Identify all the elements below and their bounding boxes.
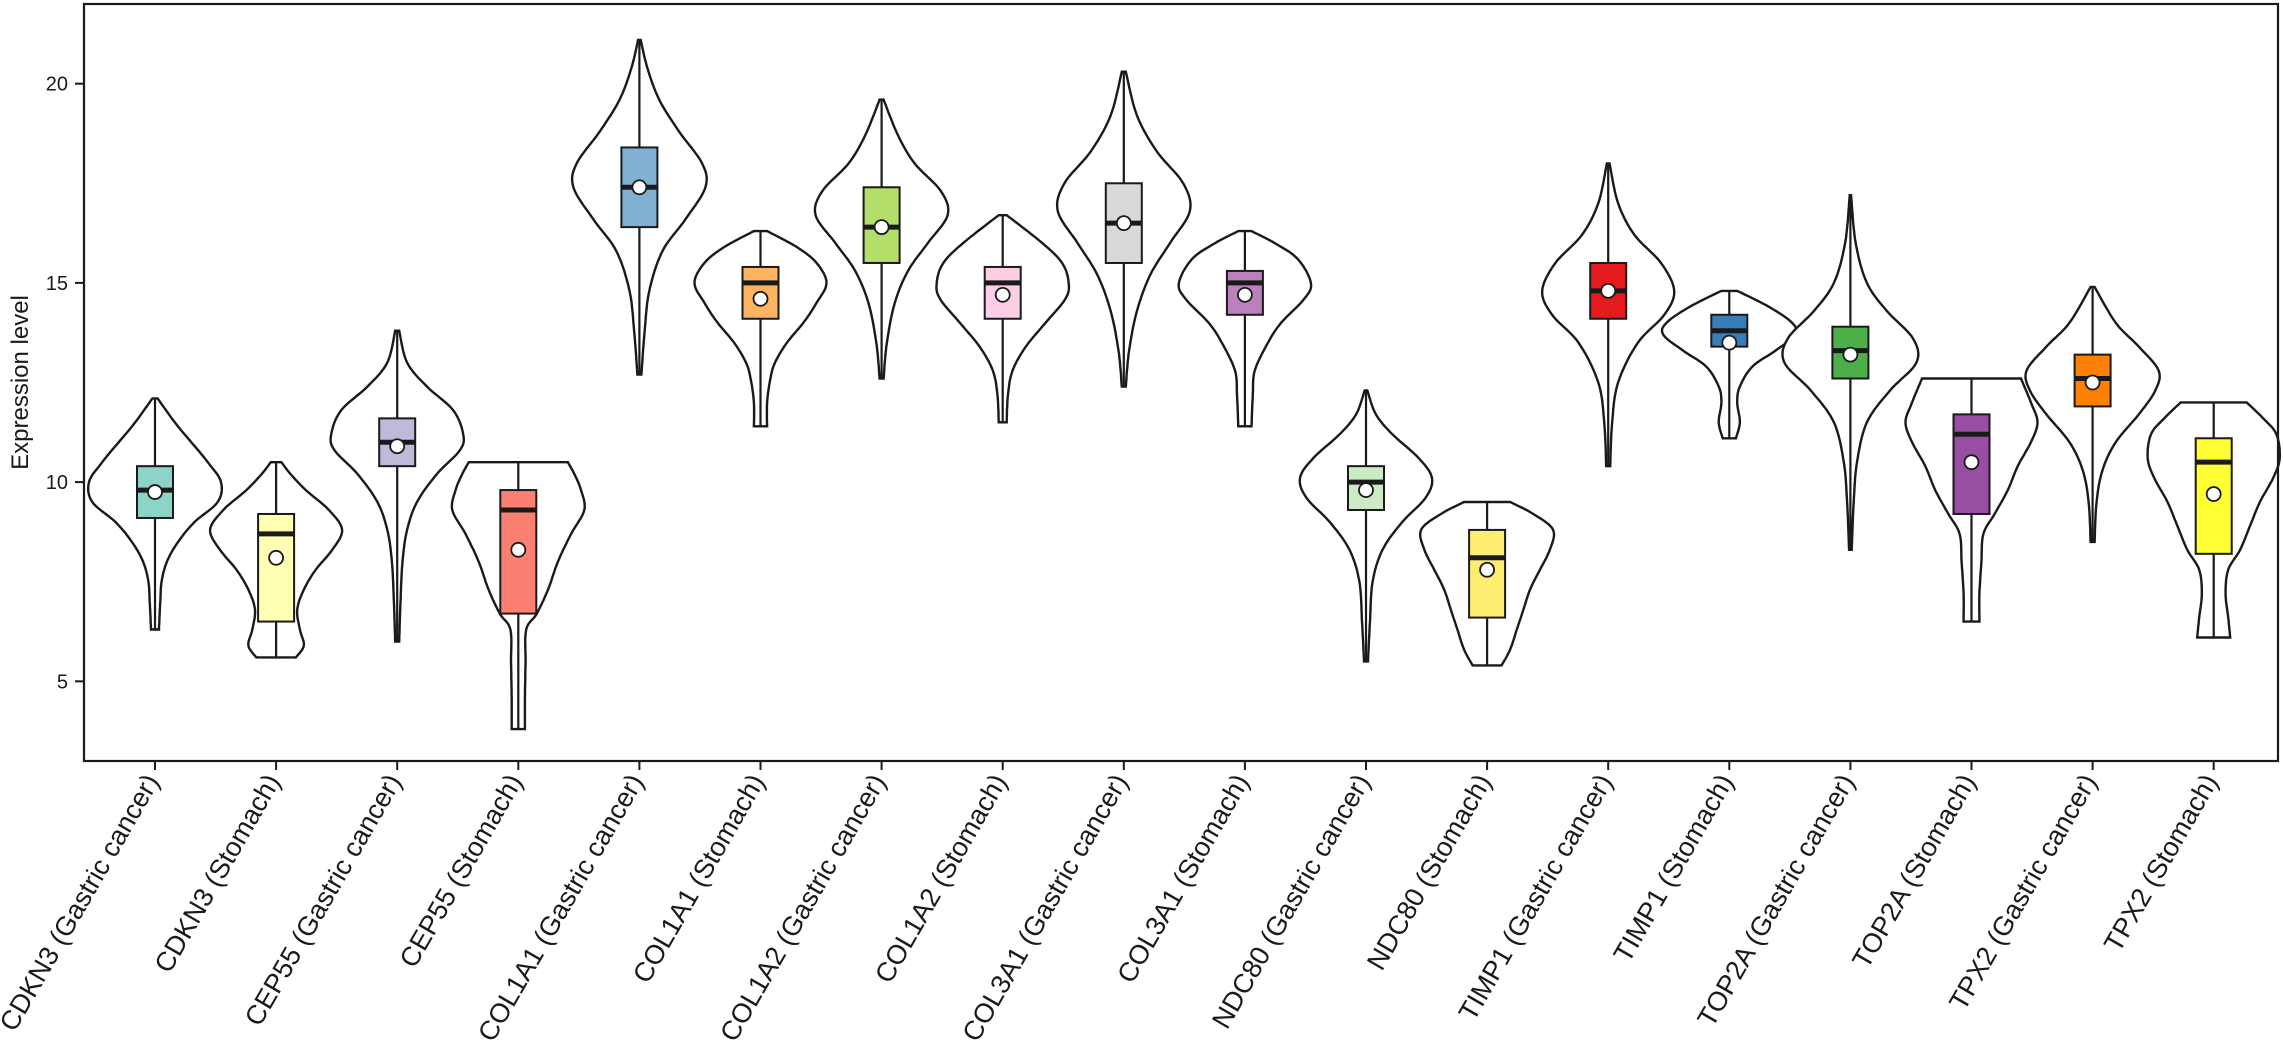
x-tick-label: CDKN3 (Stomach): [149, 769, 287, 978]
violin-group: [1541, 162, 1676, 468]
mean-point: [2084, 374, 2101, 391]
violin-group: [1419, 500, 1556, 667]
x-tick-label: TPX2 (Stomach): [2098, 769, 2224, 957]
violin-group: [1055, 70, 1192, 388]
violin-group: [329, 329, 465, 643]
mean-point: [1963, 454, 1980, 471]
mean-point: [1600, 282, 1617, 299]
x-tick-label: COL1A2 (Stomach): [869, 769, 1013, 988]
mean-point: [1721, 334, 1738, 351]
violin-group: [813, 98, 950, 380]
y-tick-label: 10: [46, 472, 68, 494]
mean-point: [873, 219, 890, 236]
violin-group: [693, 229, 828, 428]
x-tick-label: TIMP1 (Stomach): [1608, 769, 1740, 967]
violin-group: [1660, 289, 1798, 440]
violin-group: [2024, 285, 2161, 544]
mean-point: [268, 549, 285, 566]
y-axis-label: Expression level: [7, 295, 34, 470]
violin-group: [935, 214, 1071, 424]
y-tick-label: 5: [57, 671, 68, 693]
x-tick-label: CEP55 (Stomach): [394, 769, 529, 972]
x-tick-label: COL1A1 (Stomach): [627, 769, 771, 988]
violin-group: [570, 38, 708, 376]
iqr-box: [257, 512, 296, 623]
mean-point: [994, 286, 1011, 303]
plot-frame: [82, 2, 2280, 763]
mean-point: [389, 438, 406, 455]
x-tick-label: CDKN3 (Gastric cancer): [0, 769, 165, 1036]
mean-point: [1842, 346, 1859, 363]
x-tick-label: COL3A1 (Stomach): [1111, 769, 1255, 988]
mean-point: [510, 541, 527, 558]
mean-point: [147, 484, 163, 500]
y-tick-label: 20: [46, 74, 68, 96]
violin-group: [2146, 401, 2281, 639]
plot-area: [87, 38, 2281, 731]
mean-point: [1115, 215, 1132, 232]
x-tick-label: TOP2A (Stomach): [1846, 769, 1981, 973]
iqr-box: [1952, 413, 1991, 515]
iqr-box: [983, 265, 1022, 320]
mean-point: [631, 179, 648, 196]
mean-point: [1358, 482, 1374, 498]
y-tick-label: 15: [46, 273, 68, 295]
violin-group: [208, 461, 344, 659]
violin-group: [1781, 194, 1920, 551]
y-axis: 5 10 15 20: [46, 74, 84, 693]
violin-group: [1177, 229, 1313, 428]
mean-point: [1237, 286, 1253, 303]
mean-point: [1479, 561, 1495, 578]
x-tick-label: NDC80 (Stomach): [1361, 769, 1497, 975]
violin-group: [87, 397, 223, 631]
x-axis: CDKN3 (Gastric cancer)CDKN3 (Stomach) CEP…: [0, 761, 2224, 1046]
mean-point: [2205, 486, 2222, 502]
mean-point: [752, 290, 769, 307]
violin-group: [1298, 389, 1434, 663]
violin-group: [1904, 377, 2039, 623]
violin-group: [450, 461, 586, 731]
